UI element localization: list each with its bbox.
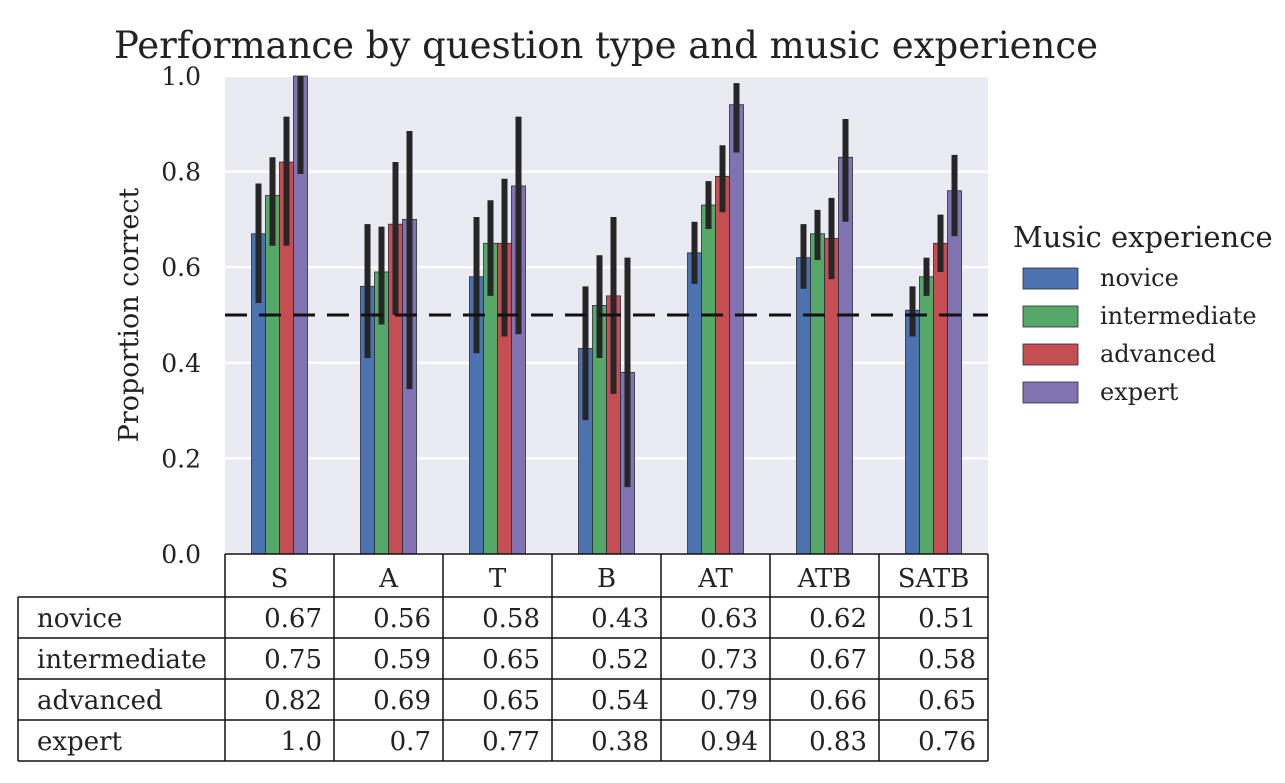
- table-column-header: AT: [697, 564, 733, 594]
- legend-entry-novice: novice: [1100, 264, 1179, 292]
- bar-intermediate-S: [265, 195, 280, 555]
- table-cell: 0.38: [591, 727, 649, 757]
- table-cell: 0.67: [264, 604, 322, 634]
- chart-title: Performance by question type and music e…: [114, 24, 1098, 67]
- table-cell: 0.52: [591, 645, 649, 675]
- table-cell: 0.94: [700, 727, 758, 757]
- table-cell: 0.7: [390, 727, 431, 757]
- bar-intermediate-AT: [701, 204, 716, 555]
- table-cell: 0.56: [373, 604, 431, 634]
- table-cell: 0.58: [918, 645, 976, 675]
- legend-swatch-expert: [1022, 381, 1079, 404]
- table-column-header: SATB: [898, 564, 970, 594]
- y-tick-label: 0.4: [161, 349, 201, 378]
- table-cell: 0.83: [809, 727, 867, 757]
- table-cell: 0.76: [918, 727, 976, 757]
- y-tick-label: 1.0: [161, 62, 201, 91]
- y-tick-label: 0.0: [161, 540, 201, 569]
- legend-entry-advanced: advanced: [1100, 340, 1216, 368]
- bar-expert-SATB: [947, 190, 962, 555]
- table-cell: 0.58: [482, 604, 540, 634]
- table-column-header: S: [271, 564, 289, 594]
- table-cell: 0.82: [264, 686, 322, 716]
- bar-advanced-ATB: [824, 238, 839, 555]
- legend-swatch-novice: [1022, 267, 1079, 290]
- table-cell: 0.51: [918, 604, 976, 634]
- table-cell: 1.0: [281, 727, 322, 757]
- y-tick-label: 0.6: [161, 253, 201, 282]
- bar-novice-SATB: [905, 309, 920, 555]
- table-column-header: T: [489, 564, 507, 594]
- table-cell: 0.75: [264, 645, 322, 675]
- table-cell: 0.63: [700, 604, 758, 634]
- table-cell: 0.65: [918, 686, 976, 716]
- table-row-label: advanced: [37, 686, 163, 716]
- table-cell: 0.59: [373, 645, 431, 675]
- legend: Music experience novice intermediate advan…: [1013, 220, 1273, 406]
- y-tick-label: 0.2: [161, 444, 201, 473]
- table-column-header: A: [378, 564, 399, 594]
- bar-expert-AT: [729, 104, 744, 555]
- bar-intermediate-ATB: [810, 233, 825, 555]
- table-cell: 0.73: [700, 645, 758, 675]
- table-cell: 0.65: [482, 686, 540, 716]
- plot-area: 0.0 0.2 0.4 0.6 0.8 1.0: [161, 62, 988, 569]
- bar-novice-ATB: [796, 257, 811, 555]
- table-cell: 0.62: [809, 604, 867, 634]
- table-cell: 0.66: [809, 686, 867, 716]
- legend-swatch-intermediate: [1022, 305, 1079, 328]
- table-cell: 0.67: [809, 645, 867, 675]
- y-tick-label: 0.8: [161, 158, 201, 187]
- bar-intermediate-SATB: [919, 276, 934, 555]
- y-axis-label: Proportion correct: [114, 188, 145, 443]
- table-column-header: B: [597, 564, 616, 594]
- table-row-label: novice: [37, 604, 122, 634]
- table-cell: 0.54: [591, 686, 649, 716]
- table-cell: 0.43: [591, 604, 649, 634]
- table-cell: 0.65: [482, 645, 540, 675]
- bar-novice-AT: [687, 252, 702, 555]
- legend-entry-intermediate: intermediate: [1100, 302, 1257, 330]
- table-cell: 0.77: [482, 727, 540, 757]
- table-row-label: expert: [37, 727, 123, 757]
- bar-advanced-SATB: [933, 242, 948, 555]
- table-row-label: intermediate: [37, 645, 207, 675]
- bar-advanced-AT: [715, 175, 730, 555]
- table-cell: 0.79: [700, 686, 758, 716]
- legend-entry-expert: expert: [1100, 378, 1179, 406]
- table-column-header: ATB: [797, 564, 852, 594]
- table-cell: 0.69: [373, 686, 431, 716]
- legend-title: Music experience: [1013, 220, 1273, 254]
- legend-swatch-advanced: [1022, 343, 1079, 366]
